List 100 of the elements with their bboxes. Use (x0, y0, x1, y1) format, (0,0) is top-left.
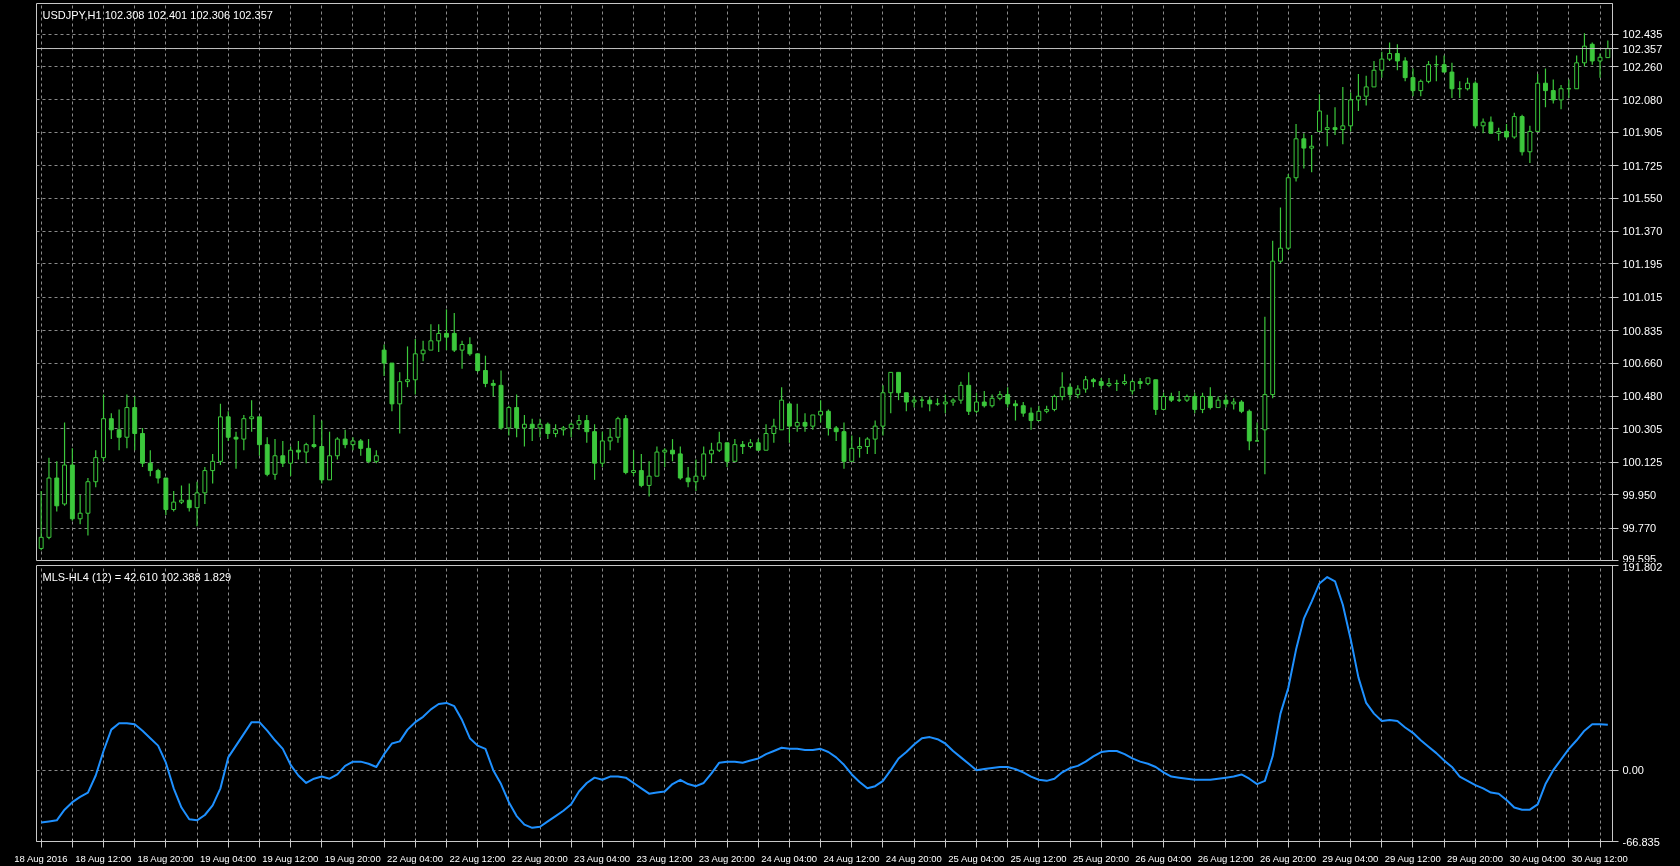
candlestick (350, 436, 356, 451)
candlestick (303, 442, 309, 464)
candlestick (506, 405, 512, 436)
y-tick-label: 99.770 (1622, 522, 1657, 535)
candlestick (210, 453, 216, 485)
candlestick (662, 447, 668, 468)
ref-line-label: 102.357 (1622, 42, 1663, 55)
x-tick-label: 23 Aug 12:00 (636, 852, 693, 864)
candlestick (194, 481, 200, 527)
x-tick-label: 24 Aug 12:00 (823, 852, 880, 864)
candlestick (857, 436, 863, 459)
candlestick (342, 429, 348, 449)
y-tick-label: 100.480 (1622, 390, 1663, 403)
x-tick-label: 19 Aug 12:00 (262, 852, 319, 864)
candlestick (802, 412, 808, 433)
candlestick (1005, 386, 1011, 409)
y-tick-label: 100.125 (1622, 456, 1663, 469)
candlestick (786, 403, 792, 444)
candlestick (405, 345, 410, 388)
candlestick (693, 458, 699, 492)
candlestick (514, 394, 520, 438)
candlestick (444, 308, 449, 351)
y-tick-label: 101.905 (1622, 126, 1663, 139)
x-tick-label: 30 Aug 12:00 (1571, 852, 1628, 864)
x-tick-label: 19 Aug 04:00 (199, 852, 256, 864)
x-tick-label: 24 Aug 20:00 (885, 852, 942, 864)
candlestick (420, 340, 426, 362)
x-tick-label: 25 Aug 20:00 (1072, 852, 1129, 864)
candlestick (942, 394, 948, 414)
candlestick (186, 482, 192, 512)
candlestick (646, 460, 652, 498)
candlestick (1355, 73, 1361, 112)
candlestick (38, 490, 44, 551)
y-tick-label: -66.835 (1622, 835, 1660, 848)
x-tick-label: 29 Aug 12:00 (1384, 852, 1441, 864)
x-tick-label: 18 Aug 20:00 (137, 852, 194, 864)
candlestick (1379, 51, 1385, 79)
x-tick-label: 24 Aug 04:00 (761, 852, 818, 864)
candlestick (584, 414, 590, 444)
y-tick-label: 101.370 (1622, 225, 1663, 238)
candlestick (428, 323, 434, 351)
candlestick (1363, 75, 1369, 107)
x-tick-label: 25 Aug 12:00 (1010, 852, 1067, 864)
candlestick (1316, 93, 1322, 132)
candlestick (1426, 60, 1431, 84)
candlestick (607, 427, 613, 451)
x-tick-label: 29 Aug 04:00 (1322, 852, 1379, 864)
candlestick (529, 418, 535, 442)
x-tick-label: 19 Aug 20:00 (324, 852, 381, 864)
x-tick-label: 26 Aug 04:00 (1135, 852, 1192, 864)
candlestick (280, 440, 286, 468)
candlestick (108, 412, 114, 440)
candlestick (1371, 60, 1377, 88)
candlestick (179, 484, 184, 505)
candlestick (288, 445, 294, 477)
candlestick (638, 453, 644, 488)
candlestick (1106, 377, 1112, 388)
candlestick (1543, 67, 1548, 108)
candlestick (685, 466, 691, 488)
candlestick (147, 449, 153, 477)
x-tick-label: 18 Aug 12:00 (75, 852, 132, 864)
candlestick (1223, 394, 1229, 409)
candlestick (249, 399, 255, 433)
candlestick (116, 408, 122, 451)
x-tick-label: 26 Aug 12:00 (1197, 852, 1254, 864)
candlestick (366, 438, 371, 464)
candlestick (1200, 392, 1205, 414)
y-tick-label: 99.950 (1622, 488, 1657, 501)
y-tick-label: 101.195 (1622, 257, 1663, 270)
candlestick (397, 371, 403, 435)
candlestick (599, 431, 605, 468)
candlestick (171, 490, 177, 512)
candlestick (537, 418, 543, 438)
candlestick (1059, 371, 1065, 401)
x-tick-label: 26 Aug 20:00 (1260, 852, 1316, 864)
x-tick-label: 23 Aug 04:00 (574, 852, 631, 864)
candlestick (1028, 406, 1034, 431)
candlestick (521, 414, 527, 448)
candlestick (849, 434, 855, 462)
candlestick (1254, 421, 1260, 442)
candlestick (311, 414, 317, 449)
candlestick (911, 395, 917, 409)
candlestick (272, 438, 278, 481)
candlestick (1394, 43, 1400, 71)
candlestick (1387, 41, 1393, 62)
candlestick (716, 431, 722, 453)
candlestick (1192, 392, 1198, 414)
candlestick (670, 438, 675, 462)
candlestick (1558, 84, 1564, 110)
candlestick (958, 381, 964, 405)
candlestick (334, 436, 340, 461)
chart-title: USDJPY,H1 102.308 102.401 102.306 102.357 (42, 8, 273, 21)
candlestick (896, 371, 901, 401)
x-tick-label: 22 Aug 04:00 (387, 852, 444, 864)
candlestick (974, 392, 979, 414)
candlestick (1511, 112, 1517, 140)
candlestick (888, 371, 894, 414)
candlestick (1449, 62, 1455, 99)
y-tick-label: 100.835 (1622, 324, 1663, 337)
candlestick (1527, 125, 1533, 164)
